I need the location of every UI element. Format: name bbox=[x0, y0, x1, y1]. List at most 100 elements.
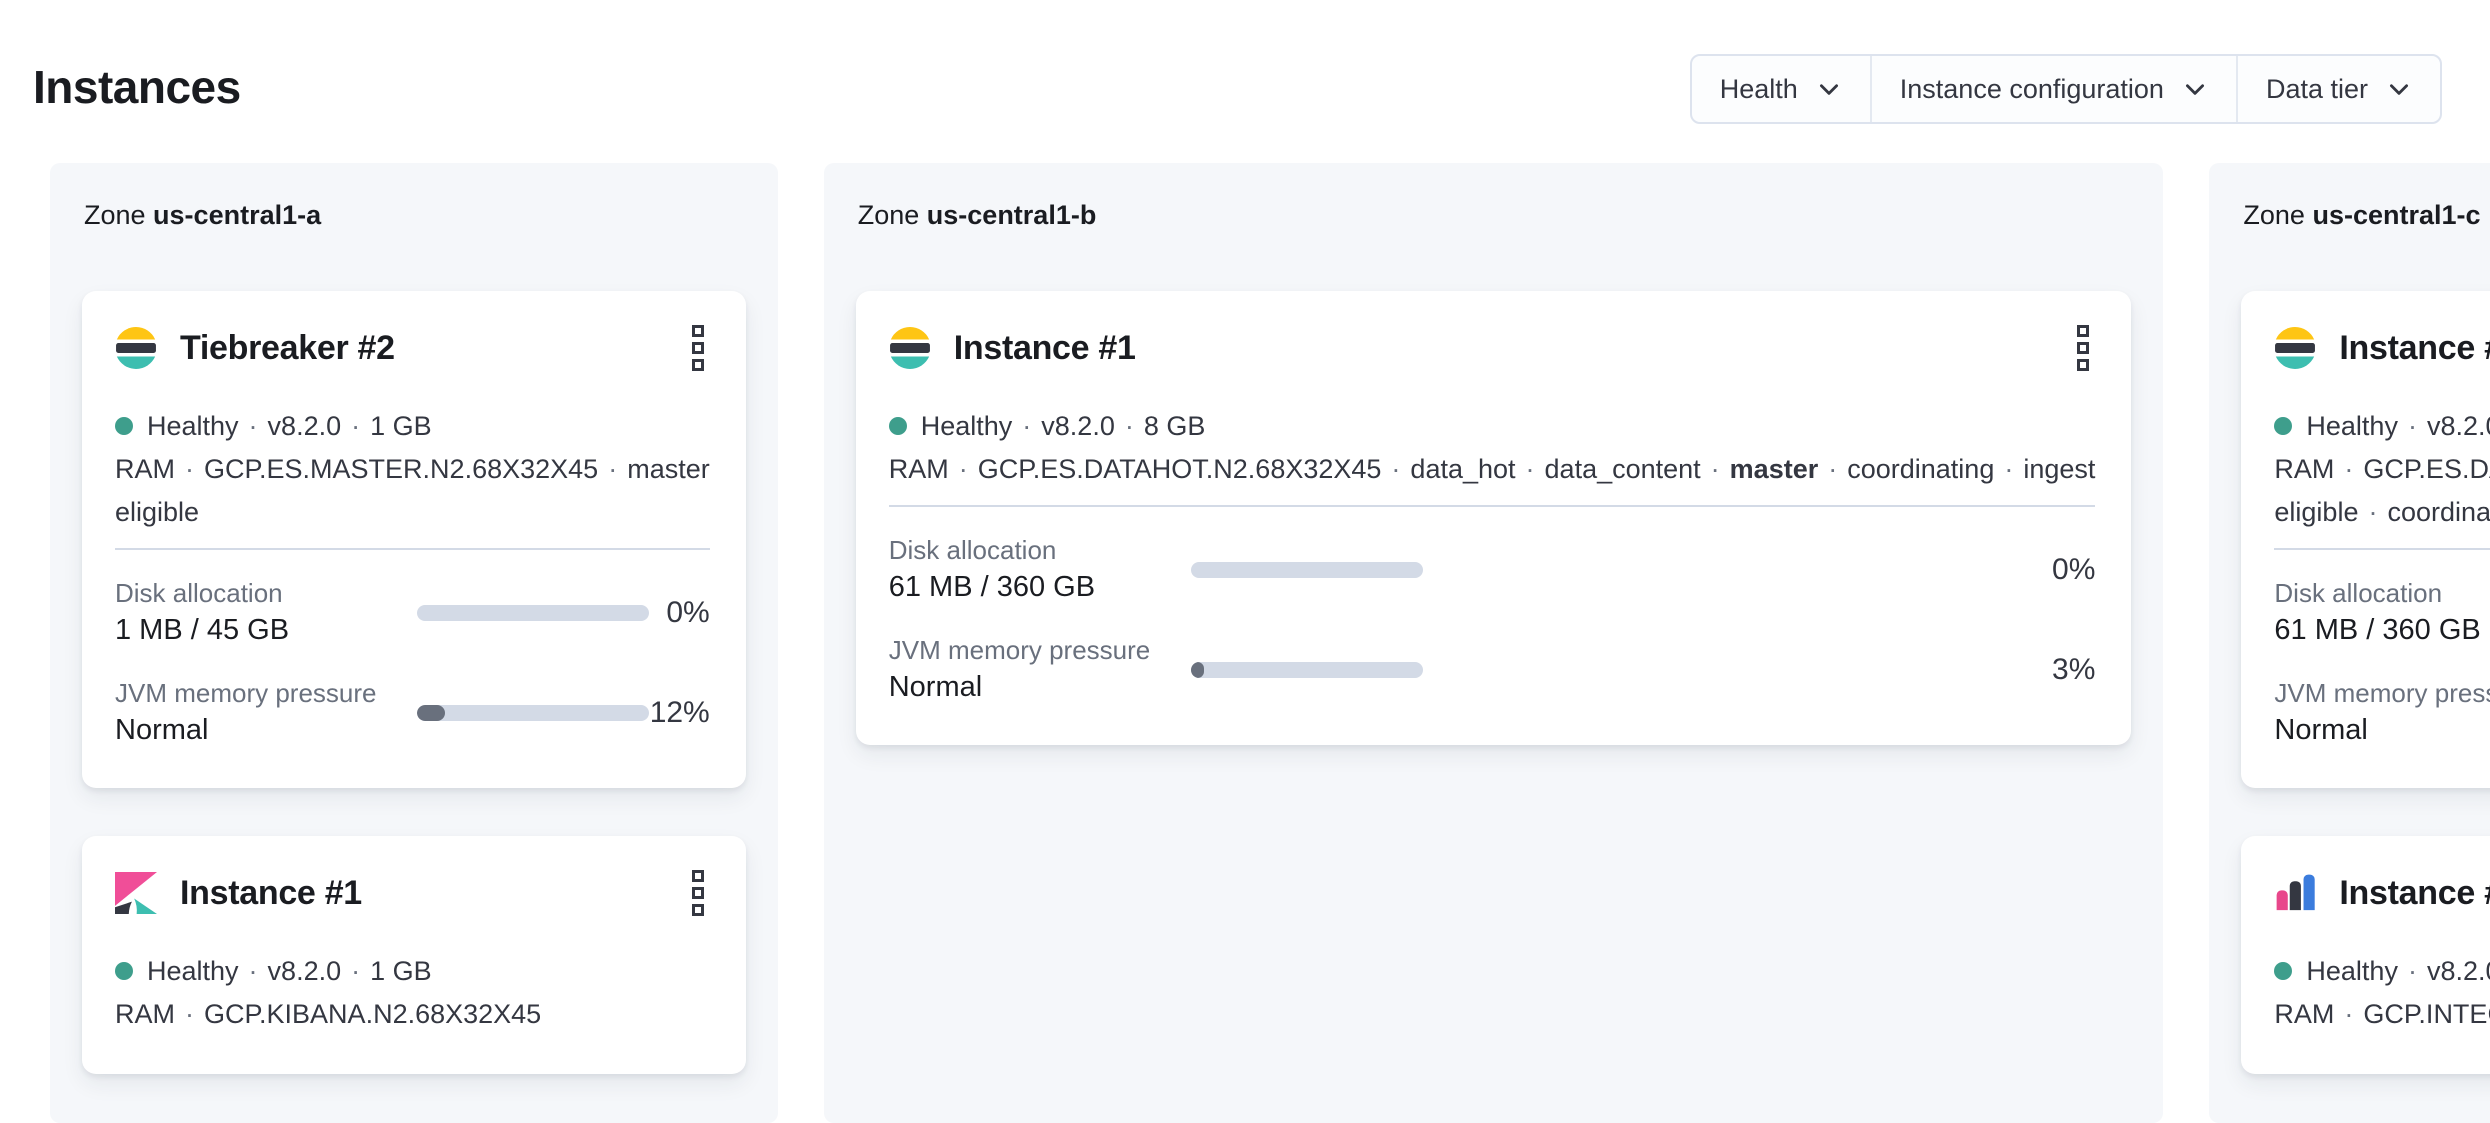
progress-bar bbox=[417, 705, 649, 721]
version-text: v8.2.0 bbox=[2426, 411, 2490, 441]
instance-card-header: Instance #0 bbox=[2274, 321, 2490, 375]
ram-text: 8 GB RAM bbox=[888, 411, 1206, 484]
metric-info: JVM memory pressure Normal bbox=[115, 676, 417, 750]
metric-info: Disk allocation 61 MB / 360 GB bbox=[2274, 576, 2490, 650]
instance-configuration-text: GCP.INTEGRATIONSSERVER.N2.68X32X45 bbox=[2363, 999, 2490, 1029]
instance-card: Instance #0 Healthy · v8.2.0 · 8 GB RAM · GCP.E… bbox=[2241, 291, 2490, 788]
metric-value: Normal bbox=[888, 671, 983, 703]
ram-text: 8 GB RAM bbox=[2274, 454, 2335, 484]
instance-menu-button[interactable] bbox=[686, 321, 710, 375]
health-status-text: Healthy bbox=[147, 956, 239, 986]
instance-card: Tiebreaker #2 Healthy · v8.2.0 · 1 GB RAM · GCP… bbox=[82, 291, 746, 788]
node-role-text: master bbox=[1729, 454, 1819, 484]
instance-configuration-text: GCP.KIBANA.N2.68X32X45 bbox=[204, 999, 542, 1029]
health-status-dot bbox=[115, 962, 133, 980]
instance-meta: Healthy · v8.2.0 · 8 GB RAM · GCP.ES.DATAHOT.N… bbox=[2274, 405, 2490, 534]
meta-separator: · bbox=[351, 411, 361, 441]
metric-value: 1 MB / 45 GB bbox=[115, 614, 290, 646]
health-status-text: Healthy bbox=[920, 411, 1013, 441]
metric-percent: 0% bbox=[666, 596, 710, 629]
metric-percent: 3% bbox=[2052, 653, 2096, 686]
instance-title: Instance #1 bbox=[953, 328, 1136, 367]
metric-percent: 0% bbox=[2052, 553, 2096, 586]
instance-title: Tiebreaker #2 bbox=[180, 328, 395, 367]
meta-separator: · bbox=[248, 956, 258, 986]
meta-separator: · bbox=[1828, 454, 1838, 484]
node-role-text: data_content bbox=[1544, 454, 1701, 484]
metric-row: Disk allocation 1 MB / 45 GB 0% bbox=[115, 576, 710, 650]
version-text: v8.2.0 bbox=[1041, 411, 1115, 441]
instance-card-header: Instance #1 bbox=[889, 321, 2096, 375]
meta-separator: · bbox=[185, 454, 194, 484]
metric-row: Disk allocation 61 MB / 360 GB 0% bbox=[889, 533, 2096, 607]
zone-panel-us-central1-c: Zone us-central1-c Instance #0 Healthy · v8.… bbox=[2209, 163, 2490, 1123]
version-text: v8.2.0 bbox=[267, 411, 342, 441]
meta-separator: · bbox=[2407, 411, 2417, 441]
metric-info: Disk allocation 61 MB / 360 GB bbox=[889, 533, 1191, 607]
filter-button-label: Data tier bbox=[2265, 73, 2368, 104]
zone-label: Zone us-central1-c bbox=[2243, 200, 2481, 230]
instance-menu-button[interactable] bbox=[686, 866, 710, 920]
health-status-text: Healthy bbox=[147, 411, 239, 441]
health-status-dot bbox=[2274, 962, 2293, 980]
progress-bar bbox=[1190, 662, 1423, 678]
metric-value: Normal bbox=[2274, 714, 2368, 746]
card-divider bbox=[115, 548, 710, 550]
progress-bar bbox=[417, 605, 649, 621]
metric-row: JVM memory pressure Normal 12% bbox=[115, 676, 710, 750]
chevron-down-icon bbox=[1819, 84, 1838, 95]
meta-separator: · bbox=[1124, 411, 1134, 441]
filter-button-label: Instance configuration bbox=[1899, 73, 2164, 104]
health-status-text: Healthy bbox=[2306, 956, 2398, 986]
instance-card-header: Tiebreaker #2 bbox=[115, 321, 710, 375]
filter-button-data-tier[interactable]: Data tier bbox=[2235, 56, 2440, 122]
instance-meta: Healthy · v8.2.0 · 1 GB RAM · GCP.KIBANA.N2.68… bbox=[115, 950, 710, 1036]
zone-name: us-central1-a bbox=[153, 200, 322, 230]
instance-configuration-text: GCP.ES.MASTER.N2.68X32X45 bbox=[204, 454, 599, 484]
metric-value: Normal bbox=[115, 714, 209, 746]
metric-value: 61 MB / 360 GB bbox=[888, 571, 1096, 603]
meta-separator: · bbox=[2368, 497, 2378, 527]
metric-info: JVM memory pressure Normal bbox=[2274, 676, 2490, 750]
meta-separator: · bbox=[185, 999, 194, 1029]
elasticsearch-logo-icon bbox=[889, 327, 931, 369]
zone-panel-us-central1-b: Zone us-central1-b Instance #1 Healthy · v8.… bbox=[823, 163, 2164, 1123]
zone-name: us-central1-b bbox=[926, 200, 1097, 230]
zone-panel-us-central1-a: Zone us-central1-a Tiebreaker #2 Healthy · v… bbox=[50, 163, 778, 1123]
instance-card: Instance #1 Healthy · v8.2.0 · 1 GB RAM · GCP.K… bbox=[82, 836, 746, 1074]
filter-button-health[interactable]: Health bbox=[1692, 56, 1870, 122]
meta-separator: · bbox=[248, 411, 258, 441]
instance-card: Instance #0Healthy·v8.2.0·1 GB RAM·GCP.I… bbox=[2241, 836, 2490, 1074]
progress-bar bbox=[1190, 562, 1423, 578]
meta-separator: · bbox=[2344, 454, 2354, 484]
version-text: v8.2.0 bbox=[2426, 956, 2490, 986]
filter-group: Health Instance configuration Data tier bbox=[1689, 54, 2442, 124]
metric-percent: 12% bbox=[649, 696, 710, 729]
metric-info: JVM memory pressure Normal bbox=[889, 633, 1191, 707]
instance-meta: Healthy·v8.2.0·1 GB RAM·GCP.INTEGRATIONS… bbox=[2274, 950, 2490, 1036]
progress-bar-fill bbox=[1190, 662, 1204, 678]
meta-separator: · bbox=[2407, 956, 2417, 986]
instance-menu-button[interactable] bbox=[2071, 321, 2095, 375]
health-status-text: Healthy bbox=[2306, 411, 2398, 441]
integrations-server-logo-icon bbox=[2274, 872, 2316, 914]
filter-button-instance-configuration[interactable]: Instance configuration bbox=[1869, 56, 2236, 122]
metric-label: Disk allocation bbox=[2274, 578, 2443, 608]
page-title: Instances bbox=[33, 61, 241, 113]
metric-label: JVM memory pressure bbox=[2274, 678, 2490, 708]
chevron-down-icon bbox=[2185, 84, 2204, 95]
meta-separator: · bbox=[2344, 999, 2354, 1029]
node-role-text: coordinating bbox=[2387, 497, 2490, 527]
meta-separator: · bbox=[608, 454, 618, 484]
card-divider bbox=[2274, 548, 2490, 550]
instance-meta: Healthy·v8.2.0·8 GB RAM·GCP.ES.DATAHOT.N… bbox=[888, 405, 2095, 491]
zones-container: Zone us-central1-a Tiebreaker #2 Healthy · v… bbox=[50, 163, 2490, 1123]
instance-configuration-text: GCP.ES.DATAHOT.N2.68X32X45 bbox=[977, 454, 1382, 484]
boxes-vertical-icon bbox=[691, 325, 704, 371]
metric-label: JVM memory pressure bbox=[115, 678, 377, 708]
page-header: Instances Health Instance configuration … bbox=[0, 0, 2490, 163]
instance-configuration-text: GCP.ES.DATAHOT.N2.68X32X45 bbox=[2363, 454, 2490, 484]
meta-separator: · bbox=[1022, 411, 1032, 441]
